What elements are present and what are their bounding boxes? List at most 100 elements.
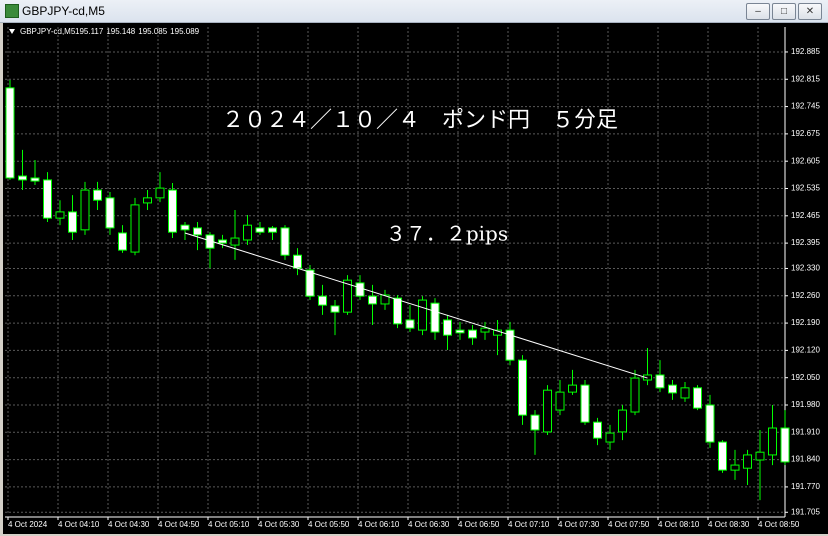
x-tick-label: 4 Oct 06:10 (358, 520, 400, 529)
candle-body (243, 224, 252, 241)
candle-body (105, 197, 115, 229)
y-tick-label: 192.815 (791, 74, 820, 83)
candle-body (768, 427, 777, 456)
candle-body (780, 427, 790, 463)
candle-body (518, 359, 527, 416)
y-tick-label: 192.260 (791, 291, 820, 300)
x-tick-label: 4 Oct 05:50 (308, 520, 350, 529)
y-tick-label: 191.770 (791, 482, 820, 491)
candle-body (218, 239, 227, 244)
candle-body (143, 197, 152, 204)
y-tick-label: 192.675 (791, 129, 820, 138)
header-value: 195.148 (106, 27, 135, 36)
y-tick-label: 192.885 (791, 47, 820, 56)
y-tick-label: 191.910 (791, 427, 820, 436)
y-tick-label: 192.120 (791, 345, 820, 354)
y-tick-label: 192.190 (791, 318, 820, 327)
candle-body (593, 421, 602, 439)
candle-body (730, 464, 740, 471)
x-tick-label: 4 Oct 05:30 (258, 520, 300, 529)
candle-body (30, 177, 40, 182)
maximize-button[interactable]: □ (772, 3, 796, 20)
candle-body (605, 432, 615, 443)
candle-body (80, 189, 90, 231)
header-value: 195.089 (170, 27, 199, 36)
trend-line (184, 232, 648, 379)
y-tick-label: 191.980 (791, 400, 820, 409)
candle-body (693, 387, 702, 409)
candle-body (68, 211, 77, 233)
pips-annotation: ３７．２pips (386, 222, 508, 246)
header-arrow (9, 29, 15, 34)
candle-body (655, 374, 665, 389)
candle-body (505, 329, 515, 361)
minimize-button[interactable]: – (746, 3, 770, 20)
x-tick-label: 4 Oct 2024 (8, 520, 48, 529)
y-tick-label: 192.605 (791, 156, 820, 165)
x-tick-label: 4 Oct 04:10 (58, 520, 100, 529)
close-button[interactable]: ✕ (798, 3, 822, 20)
candle-body (568, 384, 577, 393)
candle-body (343, 279, 352, 313)
candle-body (555, 391, 565, 411)
header-values: 195.117 195.148 195.085 195.089 (75, 27, 200, 36)
candle-body (355, 282, 365, 297)
candle-body (393, 297, 402, 325)
candle-body (480, 327, 490, 333)
y-tick-label: 191.840 (791, 455, 820, 464)
candle-body (293, 254, 302, 269)
candle-body (380, 294, 390, 305)
candle-body (743, 454, 752, 469)
candle-body (318, 295, 327, 306)
candle-body (280, 227, 290, 256)
candle-body (93, 189, 102, 201)
x-tick-label: 4 Oct 06:50 (458, 520, 500, 529)
candle-body (118, 232, 127, 251)
window-icon (5, 4, 19, 18)
y-tick-label: 191.705 (791, 507, 820, 516)
candle-body (530, 414, 540, 431)
chart-title: ２０２４／１０／４ ポンド円 ５分足 (222, 108, 618, 133)
candle-body (155, 187, 165, 199)
candle-body (130, 204, 140, 253)
candle-body (268, 227, 277, 233)
candle-body (255, 227, 265, 233)
header-value: 195.085 (138, 27, 167, 36)
candle-body (630, 377, 640, 413)
candle-body (405, 319, 415, 329)
window-title: GBPJPY-cd,M5 (22, 4, 105, 18)
x-tick-label: 4 Oct 04:50 (158, 520, 200, 529)
candle-body (430, 302, 440, 333)
y-tick-label: 192.745 (791, 102, 820, 111)
candle-body (230, 237, 240, 246)
candle-body (443, 319, 452, 336)
candle-body (718, 441, 727, 471)
y-tick-label: 192.050 (791, 373, 820, 382)
candle-body (180, 224, 190, 231)
candle-body (330, 305, 340, 313)
candle-body (643, 374, 652, 381)
x-tick-label: 4 Oct 06:30 (408, 520, 450, 529)
y-tick-label: 192.465 (791, 211, 820, 220)
candle-body (705, 404, 715, 443)
x-tick-label: 4 Oct 07:30 (558, 520, 600, 529)
chart: GBPJPY-cd,M5 195.117 195.148 195.085 195.089… (3, 23, 828, 534)
title-bar: GBPJPY-cd,M5 – □ ✕ (0, 0, 828, 23)
x-tick-label: 4 Oct 08:50 (758, 520, 800, 529)
y-tick-label: 192.330 (791, 264, 820, 273)
candle-body (368, 295, 377, 305)
candle-body (580, 384, 590, 423)
x-tick-label: 4 Oct 07:10 (508, 520, 550, 529)
x-tick-label: 4 Oct 07:50 (608, 520, 650, 529)
x-tick-label: 4 Oct 08:30 (708, 520, 750, 529)
symbol-label: GBPJPY-cd,M5 (20, 27, 76, 36)
candle-body (5, 87, 15, 179)
header-value: 195.117 (75, 27, 104, 36)
candle-body (618, 409, 627, 433)
candle-body (55, 211, 65, 219)
x-tick-label: 4 Oct 04:30 (108, 520, 150, 529)
y-tick-label: 192.535 (791, 184, 820, 193)
candle-body (305, 269, 315, 297)
candle-body (468, 329, 477, 339)
